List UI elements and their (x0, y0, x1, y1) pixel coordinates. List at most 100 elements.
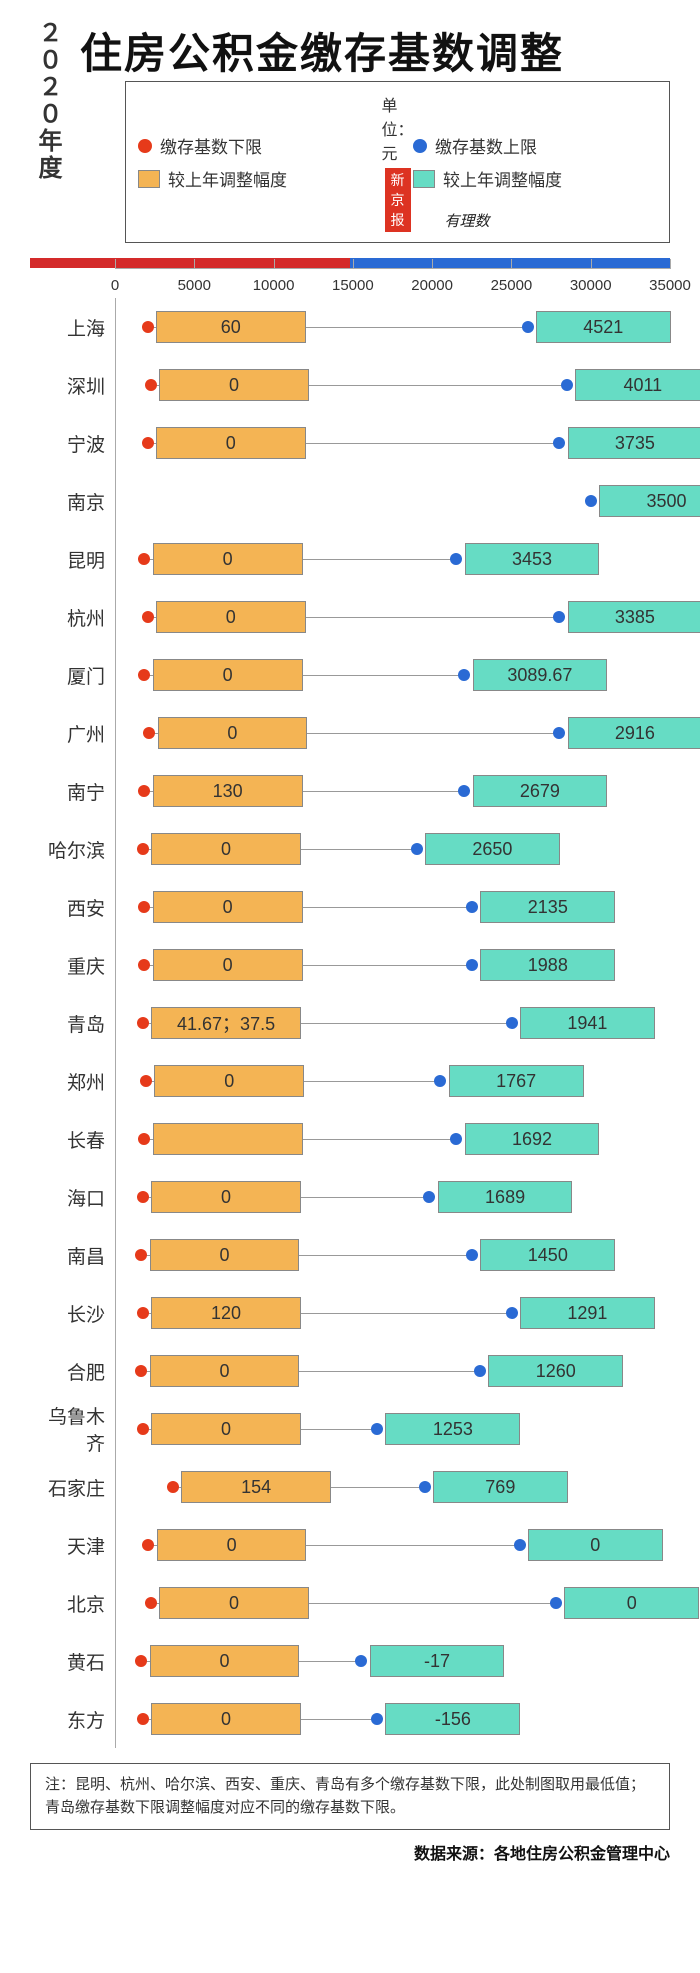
city-row: 黄石 0 -17 (30, 1632, 670, 1690)
lower-adj-box: 0 (153, 543, 303, 575)
lower-point (137, 1423, 149, 1435)
upper-point (450, 553, 462, 565)
upper-adj-box: 3453 (465, 543, 600, 575)
lower-adj-box: 41.67；37.5 (151, 1007, 301, 1039)
lower-adj-box: 0 (154, 1065, 304, 1097)
plot-area: 01988 (115, 936, 670, 994)
upper-point (506, 1017, 518, 1029)
plot-area: 01689 (115, 1168, 670, 1226)
source-badge: 新京报 (385, 168, 411, 232)
plot-area: 154769 (115, 1458, 670, 1516)
upper-point (458, 785, 470, 797)
plot-area: 01260 (115, 1342, 670, 1400)
upper-point (506, 1307, 518, 1319)
upper-adj-box: 2916 (568, 717, 700, 749)
city-label: 黄石 (30, 1648, 115, 1675)
city-label: 南宁 (30, 778, 115, 805)
upper-point (466, 959, 478, 971)
city-row: 长沙1201291 (30, 1284, 670, 1342)
axis-tick-label: 20000 (411, 277, 453, 294)
upper-point (371, 1713, 383, 1725)
city-row: 南宁 130 2679 (30, 762, 670, 820)
legend-label: 较上年调整幅度 (443, 166, 562, 191)
legend-label: 缴存基数下限 (160, 133, 262, 158)
axis-tick-label: 35000 (649, 277, 691, 294)
city-label: 南昌 (30, 1242, 115, 1269)
city-label: 石家庄 (30, 1474, 115, 1501)
city-row: 广州02916 (30, 704, 670, 762)
upper-point (371, 1423, 383, 1435)
city-row: 深圳04011 (30, 356, 670, 414)
lower-adj-box: 0 (159, 1587, 309, 1619)
lower-adj-box: 0 (156, 601, 306, 633)
upper-adj-box: 1291 (520, 1297, 655, 1329)
plot-area: 02916 (115, 704, 670, 762)
lower-point (135, 1249, 147, 1261)
upper-adj-box: 1253 (385, 1413, 520, 1445)
lower-adj-box: 130 (153, 775, 303, 807)
axis-tick-label: 10000 (253, 277, 295, 294)
city-label: 昆明 (30, 546, 115, 573)
upper-point (522, 321, 534, 333)
city-row: 宁波03735 (30, 414, 670, 472)
city-row: 上海604521 (30, 298, 670, 356)
lower-adj-box: 0 (150, 1645, 300, 1677)
upper-adj-box: 2135 (480, 891, 615, 923)
plot-area: 00 (115, 1516, 670, 1574)
city-row: 青岛41.67；37.51941 (30, 994, 670, 1052)
city-label: 天津 (30, 1532, 115, 1559)
lower-point (135, 1365, 147, 1377)
plot-area: 0 -156 (115, 1690, 670, 1748)
city-row: 郑州01767 (30, 1052, 670, 1110)
upper-adj-box: -156 (385, 1703, 520, 1735)
lower-adj-box: 154 (181, 1471, 331, 1503)
upper-adj-box: 0 (528, 1529, 663, 1561)
upper-point (458, 669, 470, 681)
city-label: 厦门 (30, 662, 115, 689)
legend: 缴存基数下限 较上年调整幅度 单位：元 新京报 缴存基数上限 较上年调整幅度 (125, 81, 670, 243)
city-row: 杭州03385 (30, 588, 670, 646)
year-label: ２０２０年度 (30, 20, 65, 182)
city-row: 海口01689 (30, 1168, 670, 1226)
city-row: 厦门03089.67 (30, 646, 670, 704)
lower-point (137, 1307, 149, 1319)
upper-adj-box: 1450 (480, 1239, 615, 1271)
lower-point (137, 1017, 149, 1029)
plot-area: 120 1291 (115, 1284, 670, 1342)
lower-point (138, 1133, 150, 1145)
upper-adj-box: 3735 (568, 427, 700, 459)
upper-point (411, 843, 423, 855)
plot-area: 0 3453 (115, 530, 670, 588)
lower-adj-box: 120 (151, 1297, 301, 1329)
legend-upper-box: 较上年调整幅度 (413, 166, 657, 191)
chart-body: 上海604521深圳04011宁波03735南京3500昆明03453杭州033… (30, 298, 670, 1748)
city-label: 东方 (30, 1706, 115, 1733)
city-label: 海口 (30, 1184, 115, 1211)
lower-adj-box: 0 (151, 1703, 301, 1735)
lower-point (135, 1655, 147, 1667)
upper-adj-box: 2679 (473, 775, 608, 807)
city-row: 天津00 (30, 1516, 670, 1574)
city-row: 昆明 0 3453 (30, 530, 670, 588)
lower-point (142, 1539, 154, 1551)
lower-point (142, 321, 154, 333)
lower-adj-box: 0 (156, 427, 306, 459)
upper-point (550, 1597, 562, 1609)
lower-point (137, 1191, 149, 1203)
lower-point (145, 379, 157, 391)
city-label: 乌鲁木齐 (30, 1402, 115, 1456)
upper-adj-box: 0 (564, 1587, 699, 1619)
upper-point (423, 1191, 435, 1203)
upper-adj-box: -17 (370, 1645, 505, 1677)
plot-area: 00 (115, 1574, 670, 1632)
lower-adj-box: 0 (150, 1355, 300, 1387)
plot-area: 03089.67 (115, 646, 670, 704)
upper-adj-box: 1988 (480, 949, 615, 981)
lower-point (167, 1481, 179, 1493)
city-row: 哈尔滨02650 (30, 820, 670, 878)
upper-point (561, 379, 573, 391)
upper-point (553, 611, 565, 623)
plot-area: 0 1450 (115, 1226, 670, 1284)
legend-lower-dot: 缴存基数下限 (138, 133, 382, 158)
lower-adj-box: 0 (150, 1239, 300, 1271)
